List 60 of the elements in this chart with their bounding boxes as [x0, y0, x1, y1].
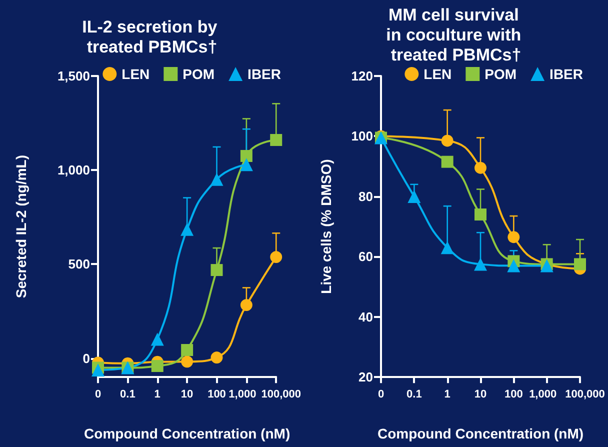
point — [270, 134, 282, 146]
legend-label: LEN — [424, 66, 452, 82]
y-tick-label: 120 — [351, 68, 373, 84]
x-tick-label: 1 — [444, 388, 450, 401]
legend-label: IBER — [550, 66, 584, 82]
legend-label: LEN — [122, 66, 150, 82]
legend-label: IBER — [248, 66, 282, 82]
y-tick-label: 20 — [358, 370, 373, 385]
point — [240, 150, 252, 162]
x-tick-label: 1,000 — [228, 388, 256, 401]
point — [474, 258, 487, 271]
point — [408, 190, 421, 203]
x-tick-label: 0 — [94, 388, 102, 401]
y-tick-label: 60 — [358, 249, 373, 264]
y-tick-label: 100 — [351, 128, 373, 144]
x-tick-label: 1,000 — [529, 388, 557, 401]
point — [574, 258, 586, 270]
x-axis-title: Compound Concentration (nM) — [377, 426, 584, 442]
point — [92, 363, 104, 376]
legend-label: POM — [484, 66, 517, 82]
point — [440, 241, 454, 254]
point — [474, 162, 486, 174]
legend-label: POM — [182, 66, 215, 82]
x-axis-title: Compound Concentration (nM) — [84, 426, 290, 442]
x-tick-label: 100 — [208, 388, 226, 401]
y-tick-label: 1,500 — [57, 68, 90, 84]
y-tick-label: 1,000 — [57, 162, 90, 178]
point — [180, 222, 194, 236]
point — [210, 172, 224, 186]
point — [181, 344, 194, 356]
point — [240, 158, 253, 172]
x-tick-label: 0 — [378, 388, 384, 401]
y-axis-title: Secreted IL-2 (ng/mL) — [13, 154, 29, 298]
point — [210, 352, 223, 364]
point — [507, 259, 520, 272]
chart-title: MM cell survival in coculture with treated PBMCs† — [386, 6, 526, 64]
point — [474, 208, 486, 221]
x-tick-label: 0.1 — [120, 388, 136, 401]
y-tick-label: 0 — [82, 350, 90, 366]
x-tick-label: 10 — [474, 388, 487, 401]
point — [210, 264, 223, 276]
point — [240, 299, 252, 312]
point — [151, 360, 164, 372]
y-axis-title: Live cells (% DMSO) — [318, 159, 334, 294]
point — [441, 134, 454, 147]
chart-title: IL-2 secretion by treated PBMCs† — [82, 18, 222, 56]
point — [441, 156, 454, 168]
point — [181, 356, 194, 368]
x-tick-label: 10 — [180, 388, 194, 401]
y-tick-label: 40 — [358, 309, 373, 324]
x-tick-label: 100,000 — [565, 388, 605, 401]
y-tick-label: 80 — [358, 188, 373, 204]
x-tick-label: 0.1 — [406, 388, 422, 401]
point — [270, 251, 282, 264]
x-tick-label: 1 — [154, 388, 160, 401]
point — [508, 231, 520, 244]
x-tick-label: 100,000 — [261, 388, 301, 401]
x-tick-label: 100 — [504, 388, 523, 401]
y-tick-label: 500 — [68, 256, 90, 272]
point — [150, 332, 164, 346]
